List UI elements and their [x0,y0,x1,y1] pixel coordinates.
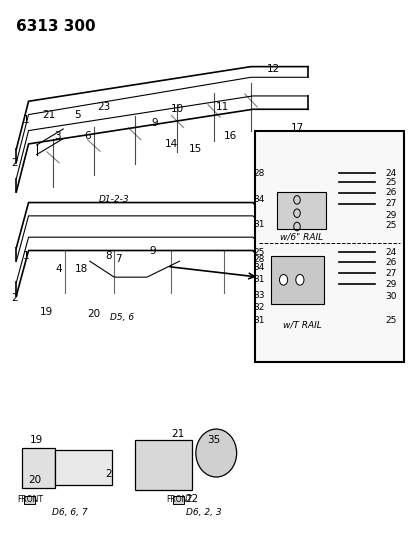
Text: 2: 2 [105,470,111,479]
Text: 23: 23 [98,102,111,111]
Text: 14: 14 [165,139,178,149]
Bar [271,256,324,304]
Text: 31: 31 [253,317,264,325]
Text: 35: 35 [208,435,221,445]
Text: 32: 32 [253,303,264,312]
Text: 4: 4 [56,264,62,274]
Text: 20: 20 [28,475,41,484]
Text: D1-2-3: D1-2-3 [99,196,130,204]
Text: 7: 7 [115,254,122,263]
Text: 2: 2 [11,294,18,303]
Bar [173,496,184,504]
Text: 25: 25 [386,317,397,325]
Text: 29: 29 [386,280,397,288]
Text: 17: 17 [291,123,304,133]
Text: 20: 20 [87,310,100,319]
Text: 6313 300: 6313 300 [16,19,96,34]
Text: 16: 16 [224,131,237,141]
Text: 11: 11 [216,102,229,111]
Text: 9: 9 [152,118,158,127]
Text: D6, 2, 3: D6, 2, 3 [186,508,222,517]
Text: 28: 28 [253,255,264,264]
Circle shape [279,274,288,285]
Text: 1: 1 [23,115,30,125]
Text: 31: 31 [253,221,264,229]
Bar [255,131,404,362]
Text: 26: 26 [386,189,397,197]
Text: 2: 2 [11,158,18,167]
Text: 5: 5 [74,110,81,119]
Bar [22,448,55,488]
Text: 3: 3 [54,131,60,141]
Ellipse shape [196,429,237,477]
Text: 31: 31 [253,276,264,284]
Text: D6, 6, 7: D6, 6, 7 [51,508,87,517]
Text: 33: 33 [253,292,264,300]
Text: 8: 8 [105,251,111,261]
Text: 19: 19 [30,435,43,445]
Text: 25: 25 [386,178,397,187]
Text: FRONT: FRONT [166,495,193,504]
Text: 25: 25 [386,221,397,230]
Text: D5, 6: D5, 6 [110,313,135,321]
Text: w/6" RAIL: w/6" RAIL [280,233,324,241]
Text: 18: 18 [75,264,88,274]
Text: 22: 22 [185,495,198,504]
Text: 28: 28 [253,169,264,177]
Text: 6: 6 [84,131,91,141]
Text: 24: 24 [386,169,397,177]
Text: 19: 19 [40,307,53,317]
Text: 10: 10 [171,104,184,114]
Text: 21: 21 [171,430,184,439]
Text: 29: 29 [386,211,397,220]
Bar [55,450,112,485]
Text: 34: 34 [253,263,264,272]
Text: 12: 12 [267,64,280,74]
Text: 15: 15 [189,144,202,154]
Text: 30: 30 [386,293,397,301]
Text: 21: 21 [42,110,55,119]
Text: 26: 26 [386,258,397,266]
Text: 25: 25 [253,248,264,256]
Text: FRONT: FRONT [18,495,44,504]
Text: 1: 1 [23,251,30,261]
Bar [24,496,35,504]
Circle shape [296,274,304,285]
Text: 27: 27 [386,269,397,278]
Text: 34: 34 [253,196,264,204]
Text: 9: 9 [150,246,156,255]
Bar [135,440,192,490]
Text: w/T RAIL: w/T RAIL [283,321,321,329]
Text: 27: 27 [386,199,397,208]
Text: 24: 24 [386,248,397,256]
Bar [277,192,326,229]
